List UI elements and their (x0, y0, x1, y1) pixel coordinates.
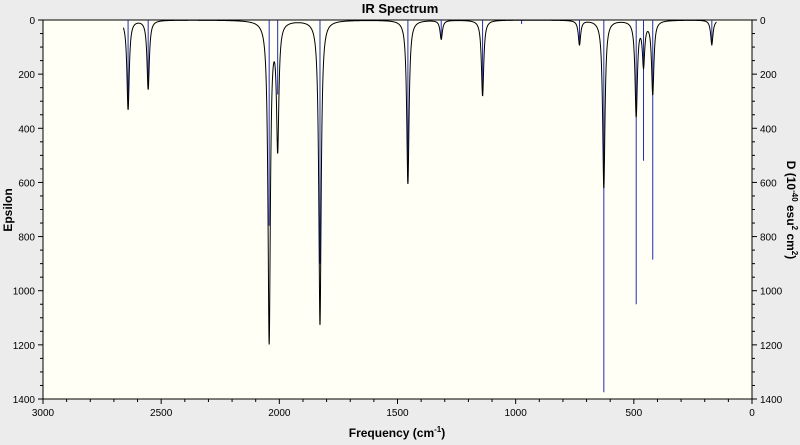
left-tick-label: 1400 (13, 395, 36, 406)
bottom-axis: 3000 2500 2000 1500 1000 500 0 (32, 399, 755, 419)
dipole-sticks (127, 20, 713, 393)
right-tick-label: 600 (760, 178, 777, 189)
right-tick-label: 1200 (760, 341, 783, 352)
right-label-part: cm (784, 230, 798, 251)
x-tick-label: 1500 (386, 408, 409, 419)
right-tick-label: 800 (760, 233, 777, 244)
left-axis: 0 200 400 600 800 1000 1200 1400 (13, 16, 43, 406)
right-tick-label: 1400 (760, 395, 783, 406)
x-tick-label: 2000 (268, 408, 291, 419)
right-label-part: D (10 (784, 161, 798, 191)
x-tick-label: 2500 (150, 408, 173, 419)
right-label-part: ) (784, 255, 798, 259)
y-axis-label-right: D (10-40 esu2 cm2) (784, 161, 799, 260)
right-label-part: esu (784, 202, 798, 226)
x-axis-label-close: ) (441, 426, 445, 440)
right-tick-label: 1000 (760, 287, 783, 298)
x-axis-label-text: Frequency (cm (349, 426, 434, 440)
right-axis: 0 200 400 600 800 1000 1200 1400 (752, 16, 783, 406)
left-tick-label: 400 (18, 124, 35, 135)
y-axis-label-left: Epsilon (1, 188, 15, 231)
x-axis-label-sup: -1 (434, 425, 442, 434)
right-label-sup: -40 (790, 190, 799, 202)
right-tick-label: 400 (760, 124, 777, 135)
left-tick-label: 1000 (13, 287, 36, 298)
right-label-sup: 2 (790, 251, 799, 256)
right-tick-label: 200 (760, 70, 777, 81)
spectrum-line (122, 19, 717, 345)
left-tick-label: 1200 (13, 341, 36, 352)
right-tick-label: 0 (760, 16, 766, 27)
left-tick-label: 800 (18, 233, 35, 244)
x-tick-label: 0 (749, 408, 755, 419)
x-tick-label: 3000 (32, 408, 55, 419)
left-tick-label: 200 (18, 70, 35, 81)
right-label-sup: 2 (790, 226, 799, 231)
chart-title: IR Spectrum (362, 1, 439, 16)
x-tick-label: 1000 (505, 408, 528, 419)
x-axis-label: Frequency (cm-1) (349, 425, 445, 440)
left-tick-label: 600 (18, 178, 35, 189)
x-tick-label: 500 (625, 408, 642, 419)
plot-area (42, 19, 753, 400)
left-tick-label: 0 (29, 16, 35, 27)
